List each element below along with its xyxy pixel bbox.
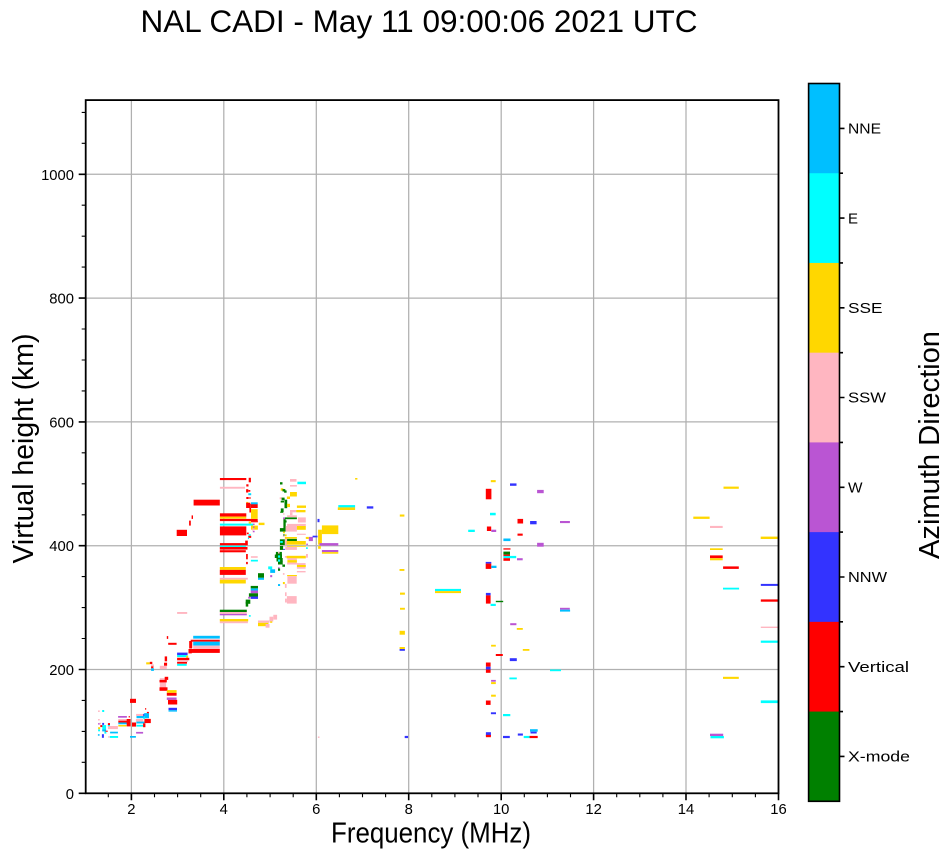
- svg-text:1000: 1000: [41, 168, 74, 184]
- svg-text:Vertical: Vertical: [848, 660, 909, 676]
- svg-text:16: 16: [770, 802, 786, 818]
- svg-text:2: 2: [127, 802, 135, 818]
- svg-text:NAL CADI - May 11 09:00:06 202: NAL CADI - May 11 09:00:06 2021 UTC: [141, 3, 698, 39]
- svg-text:Virtual height (km): Virtual height (km): [8, 334, 40, 564]
- svg-text:0: 0: [66, 787, 74, 803]
- svg-text:6: 6: [312, 802, 320, 818]
- svg-text:4: 4: [220, 802, 228, 818]
- svg-text:800: 800: [49, 292, 74, 308]
- svg-text:SSW: SSW: [848, 391, 886, 407]
- svg-text:200: 200: [49, 663, 74, 679]
- svg-text:8: 8: [405, 802, 413, 818]
- svg-text:E: E: [848, 211, 858, 227]
- svg-text:X-mode: X-mode: [848, 750, 910, 766]
- svg-text:SSE: SSE: [848, 301, 883, 317]
- svg-text:Azimuth Direction: Azimuth Direction: [914, 331, 946, 559]
- svg-text:12: 12: [585, 802, 601, 818]
- svg-text:Frequency (MHz): Frequency (MHz): [331, 818, 531, 850]
- svg-text:600: 600: [49, 415, 74, 431]
- svg-text:NNW: NNW: [848, 570, 887, 586]
- svg-text:400: 400: [49, 539, 74, 555]
- svg-text:14: 14: [678, 802, 694, 818]
- svg-text:NNE: NNE: [848, 122, 881, 138]
- svg-text:W: W: [848, 481, 863, 497]
- svg-text:10: 10: [493, 802, 509, 818]
